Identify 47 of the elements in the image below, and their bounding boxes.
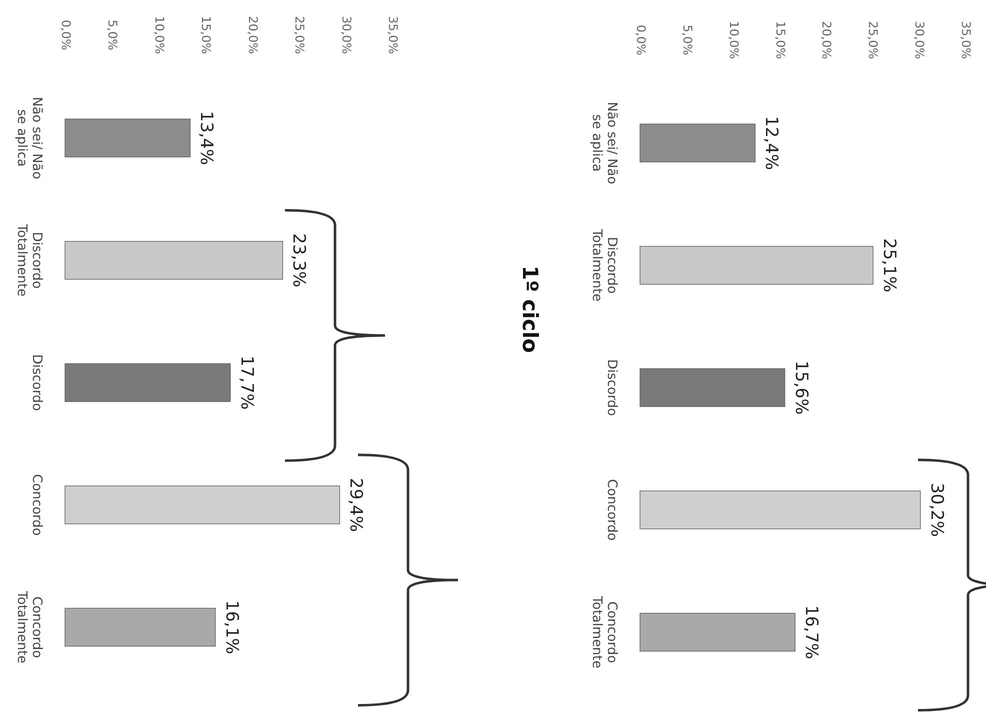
data-label: 13,4% <box>196 110 217 166</box>
data-label: 16,1% <box>222 600 242 654</box>
bar <box>64 118 190 158</box>
bar <box>640 368 786 407</box>
bar <box>640 490 921 530</box>
x-tick-label: 15,0% <box>773 20 788 60</box>
x-tick-label: 0,0% <box>634 24 648 56</box>
x-tick-label: 20,0% <box>246 16 260 54</box>
y-tick-label: Concordo Totalmente <box>589 595 620 668</box>
y-tick-label: Não sei/ Não se aplica <box>14 96 44 180</box>
x-tick-label: 25,0% <box>866 20 880 60</box>
y-tick-label: Concordo <box>29 474 44 536</box>
y-tick-label: Concordo Totalmente <box>14 590 44 664</box>
bar <box>640 124 756 162</box>
y-tick-label: Não sei/ Não se aplica <box>589 102 620 184</box>
x-tick-label: 15,0% <box>198 16 213 54</box>
text: 1º ciclo <box>518 265 542 353</box>
x-tick-label: 10,0% <box>152 16 166 54</box>
bar <box>640 612 796 652</box>
x-tick-label: 30,0% <box>912 20 926 60</box>
data-label: 12,4% <box>761 116 782 170</box>
x-tick-label: 35,0% <box>958 20 973 60</box>
y-tick-label: Discordo Totalmente <box>589 228 620 302</box>
x-tick-label: 10,0% <box>726 20 741 60</box>
data-label: 30,2% <box>926 482 947 537</box>
bar <box>64 241 283 280</box>
bar <box>64 486 340 524</box>
x-tick-label: 5,0% <box>105 20 120 50</box>
bar <box>640 246 874 285</box>
x-tick-label: 20,0% <box>819 20 834 60</box>
x-tick-label: 25,0% <box>292 16 306 54</box>
x-tick-label: 0,0% <box>58 20 73 50</box>
x-tick-label: 35,0% <box>386 16 400 54</box>
x-tick-label: 5,0% <box>680 24 694 56</box>
y-tick-label: Discordo Totalmente <box>14 223 44 296</box>
data-label: 16,7% <box>801 605 822 660</box>
x-tick-label: 30,0% <box>339 16 354 54</box>
data-label: 17,7% <box>236 356 257 410</box>
y-tick-label: Discordo <box>604 359 620 416</box>
bar <box>64 608 216 646</box>
data-label: 25,1% <box>879 238 900 292</box>
data-label: 15,6% <box>791 360 812 415</box>
bar <box>64 363 231 402</box>
y-tick-label: Discordo <box>29 354 44 412</box>
data-label: 23,3% <box>289 233 310 288</box>
data-label: 29,4% <box>346 478 366 532</box>
y-tick-label: Concordo <box>604 479 620 541</box>
